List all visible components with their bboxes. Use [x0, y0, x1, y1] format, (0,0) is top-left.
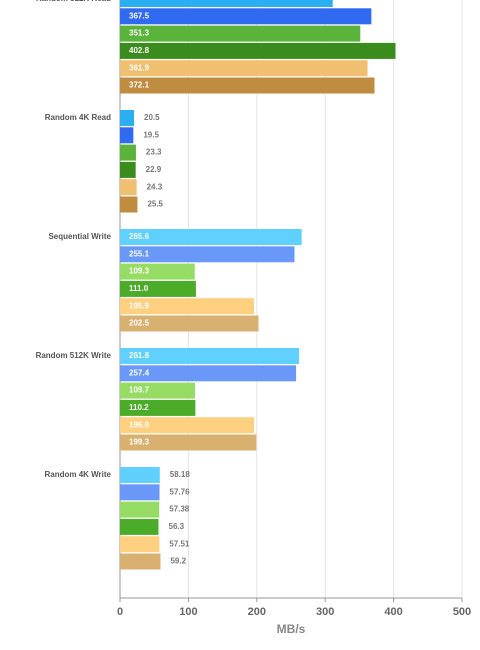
value-label: 199.3 — [129, 438, 150, 447]
bar — [120, 161, 136, 178]
bar — [120, 484, 160, 501]
category-label: Random 4K Read — [45, 113, 111, 122]
bar — [120, 315, 259, 332]
value-label: 261.8 — [129, 351, 150, 360]
x-tick-label: 100 — [179, 606, 197, 618]
value-label: 361.9 — [129, 63, 150, 72]
bar — [120, 25, 361, 42]
value-label: 57.76 — [170, 487, 191, 496]
value-label: 265.6 — [129, 232, 150, 241]
bar — [120, 501, 160, 518]
value-label: 22.9 — [146, 165, 162, 174]
value-label: 58.18 — [170, 470, 191, 479]
value-label: 23.3 — [146, 148, 162, 157]
category-label: Random 512K Write — [36, 351, 112, 360]
value-label: 351.3 — [129, 29, 150, 38]
category-label: Random 512K Read — [36, 0, 111, 3]
value-label: 24.3 — [147, 182, 163, 191]
category-label: Sequential Write — [48, 232, 111, 241]
bar — [120, 246, 295, 263]
bar — [120, 553, 161, 570]
x-tick-label: 200 — [248, 606, 266, 618]
x-tick-label: 400 — [384, 606, 402, 618]
value-label: 109.3 — [129, 267, 150, 276]
value-label: 367.5 — [129, 11, 150, 20]
bar — [120, 60, 368, 77]
value-label: 109.7 — [129, 386, 150, 395]
value-label: 19.5 — [143, 130, 159, 139]
bar — [120, 110, 135, 126]
x-tick-label: 500 — [453, 606, 471, 618]
value-label: 111.0 — [129, 284, 149, 293]
bar — [120, 417, 255, 434]
value-label: 59.2 — [170, 557, 186, 566]
value-label: 57.38 — [169, 505, 190, 514]
value-label: 57.51 — [169, 539, 190, 548]
value-label: 110.2 — [129, 403, 149, 412]
x-tick-label: 0 — [117, 606, 123, 618]
bar — [120, 77, 375, 94]
bar — [120, 127, 134, 144]
value-label: 56.3 — [169, 522, 185, 531]
bar — [120, 298, 254, 315]
bar — [120, 518, 159, 535]
bar — [120, 8, 372, 25]
bar — [120, 144, 136, 161]
bar — [120, 382, 196, 399]
category-label: Random 4K Write — [44, 470, 111, 479]
value-label: 25.5 — [147, 200, 163, 209]
bar — [120, 263, 195, 280]
value-label: 255.1 — [129, 249, 150, 258]
bar — [120, 365, 297, 382]
bar — [120, 42, 396, 59]
bar — [120, 348, 300, 364]
value-label: 257.4 — [129, 368, 150, 377]
bar — [120, 280, 196, 297]
value-label: 202.5 — [129, 319, 150, 328]
bar — [120, 179, 137, 196]
value-label: 20.5 — [144, 113, 160, 122]
bar — [120, 399, 196, 416]
value-label: 402.8 — [129, 46, 150, 55]
value-label: 195.9 — [129, 301, 150, 310]
value-label: 196.0 — [129, 420, 150, 429]
bar — [120, 434, 257, 451]
x-axis-title: MB/s — [277, 622, 306, 636]
bar — [120, 0, 333, 7]
bar — [120, 467, 160, 483]
bar — [120, 229, 302, 245]
x-tick-label: 300 — [316, 606, 334, 618]
bar — [120, 536, 160, 553]
bar — [120, 196, 138, 213]
value-label: 372.1 — [129, 81, 150, 90]
